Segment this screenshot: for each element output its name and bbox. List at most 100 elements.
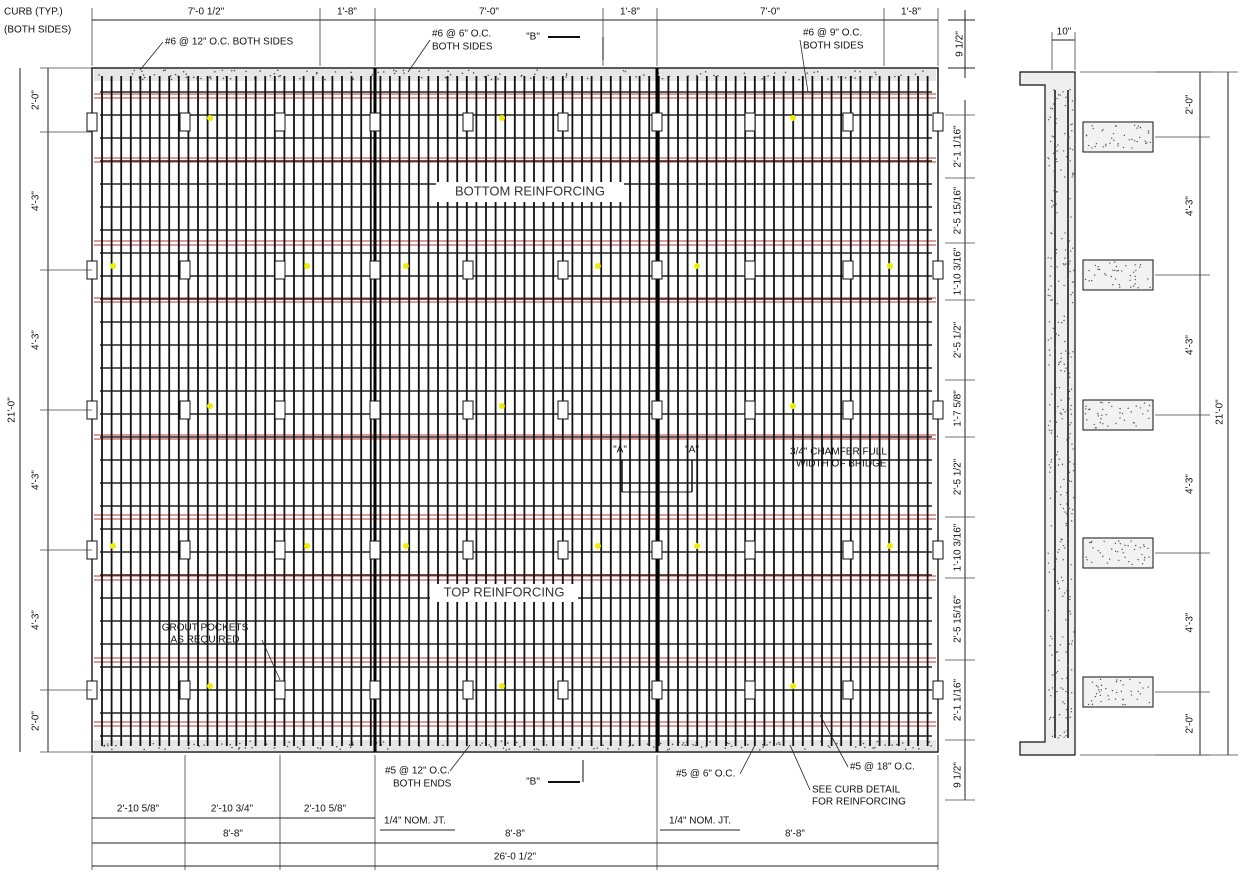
- speckle: [930, 745, 932, 747]
- speckle: [1097, 269, 1098, 270]
- speckle: [1061, 576, 1062, 577]
- speckle: [1048, 364, 1049, 365]
- callout: #5 @ 18" O.C.: [850, 762, 915, 773]
- speckle: [717, 75, 719, 77]
- speckle: [874, 71, 876, 73]
- speckle: [767, 75, 769, 77]
- speckle: [1102, 409, 1103, 410]
- speckle: [104, 745, 106, 747]
- speckle: [1069, 160, 1070, 161]
- speckle: [487, 74, 489, 76]
- speckle: [1100, 418, 1101, 419]
- dimension: 4'-3": [1185, 335, 1196, 355]
- speckle: [1059, 588, 1060, 589]
- speckle: [1063, 285, 1064, 286]
- speckle: [1119, 287, 1120, 288]
- lift-point: [304, 263, 310, 269]
- speckle: [1060, 494, 1061, 495]
- speckle: [1071, 643, 1072, 644]
- speckle: [1107, 562, 1108, 563]
- speckle: [1071, 405, 1072, 406]
- speckle: [1127, 408, 1128, 409]
- speckle: [1069, 240, 1070, 241]
- speckle: [231, 70, 233, 72]
- grout-pocket: [745, 401, 755, 419]
- speckle: [1123, 147, 1124, 148]
- speckle: [1148, 686, 1149, 687]
- speckle: [1072, 174, 1073, 175]
- speckle: [705, 746, 707, 748]
- speckle: [245, 747, 247, 749]
- speckle: [1055, 678, 1056, 679]
- speckle: [1053, 674, 1054, 675]
- speckle: [1149, 287, 1150, 288]
- speckle: [107, 745, 109, 747]
- grout-pocket: [558, 541, 568, 559]
- speckle: [210, 78, 212, 80]
- speckle: [1070, 433, 1071, 434]
- speckle: [1071, 443, 1072, 444]
- speckle: [445, 77, 447, 79]
- speckle: [349, 744, 351, 746]
- lift-point: [790, 403, 796, 409]
- speckle: [1097, 266, 1098, 267]
- speckle: [1117, 551, 1118, 552]
- speckle: [1057, 144, 1058, 145]
- speckle: [1051, 286, 1052, 287]
- speckle: [185, 77, 187, 79]
- speckle: [1055, 253, 1056, 254]
- speckle: [508, 748, 510, 750]
- speckle: [1130, 691, 1131, 692]
- dimension: 8'-8": [785, 829, 805, 840]
- speckle: [1101, 689, 1102, 690]
- leader: [408, 40, 430, 72]
- speckle: [1070, 356, 1071, 357]
- speckle: [1065, 105, 1066, 106]
- speckle: [1050, 232, 1051, 233]
- speckle: [1124, 545, 1125, 546]
- speckle: [1123, 552, 1124, 553]
- speckle: [1144, 546, 1145, 547]
- speckle: [1071, 692, 1072, 693]
- speckle: [1101, 415, 1102, 416]
- dimension: 1'-8": [337, 7, 357, 18]
- grout-pocket: [843, 401, 853, 419]
- dimension: 2'-0": [1185, 713, 1196, 733]
- speckle: [912, 747, 914, 749]
- speckle: [1053, 568, 1054, 569]
- lift-point: [403, 263, 409, 269]
- speckle: [1071, 130, 1072, 131]
- callout: BOTH ENDS: [393, 779, 452, 790]
- speckle: [1072, 149, 1073, 150]
- dimension: 1'-10 3/16": [953, 247, 964, 295]
- speckle: [1054, 347, 1055, 348]
- speckle: [1072, 100, 1073, 101]
- speckle: [1072, 172, 1073, 173]
- speckle: [1111, 406, 1112, 407]
- speckle: [1069, 596, 1070, 597]
- dimension: 2'-0": [31, 711, 42, 731]
- speckle: [1091, 562, 1092, 563]
- speckle: [418, 70, 420, 72]
- speckle: [1067, 137, 1068, 138]
- speckle: [1060, 687, 1061, 688]
- speckle: [1049, 404, 1050, 405]
- grout-pocket: [463, 113, 473, 131]
- speckle: [731, 746, 733, 748]
- speckle: [1067, 218, 1068, 219]
- speckle: [1140, 407, 1141, 408]
- speckle: [280, 75, 282, 77]
- speckle: [1070, 409, 1071, 410]
- speckle: [1066, 156, 1067, 157]
- label: TOP REINFORCING: [444, 584, 565, 599]
- speckle: [1117, 143, 1118, 144]
- speckle: [1047, 257, 1048, 258]
- speckle: [1058, 660, 1059, 661]
- speckle: [1150, 142, 1151, 143]
- speckle: [683, 742, 685, 744]
- speckle: [1055, 619, 1056, 620]
- dimension: 7'-0": [479, 7, 499, 18]
- speckle: [193, 744, 195, 746]
- speckle: [287, 746, 289, 748]
- speckle: [1131, 139, 1132, 140]
